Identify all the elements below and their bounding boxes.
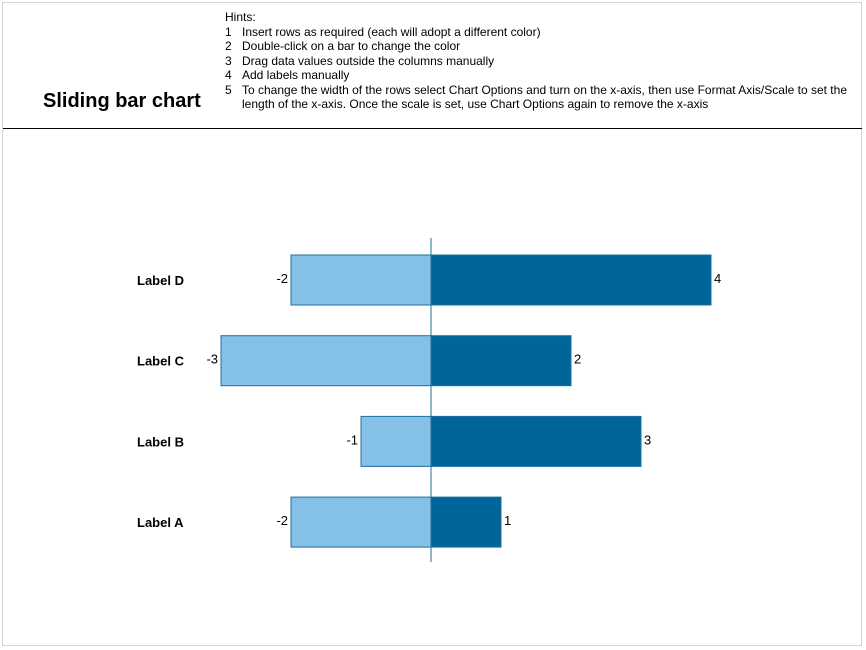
bar-negative <box>360 415 432 467</box>
data-label: 4 <box>714 271 721 286</box>
data-label: 2 <box>574 352 581 367</box>
hint-text: Insert rows as required (each will adopt… <box>242 24 541 39</box>
hint-number: 3 <box>225 53 232 68</box>
hint-text: Drag data values outside the columns man… <box>242 53 495 68</box>
category-label: Label A <box>137 515 184 530</box>
bar-positive <box>430 335 572 387</box>
hint-text: To change the width of the rows select C… <box>242 82 847 112</box>
hint-number: 4 <box>225 68 232 82</box>
hints-heading: Hints: <box>225 10 256 24</box>
hint-number: 2 <box>225 39 232 53</box>
hints-panel: Hints: 1 Insert rows as required (each w… <box>225 10 855 112</box>
hint-item: 5 To change the width of the rows select… <box>225 83 855 112</box>
data-label: 3 <box>644 432 651 447</box>
data-label: -2 <box>276 271 288 286</box>
category-label: Label C <box>137 354 185 369</box>
category-label: Label B <box>137 434 184 449</box>
hint-text: Double-click on a bar to change the colo… <box>242 39 461 53</box>
hint-item: 2 Double-click on a bar to change the co… <box>225 39 855 54</box>
data-label: 1 <box>504 513 511 528</box>
data-label: -1 <box>346 432 358 447</box>
hint-item: 3 Drag data values outside the columns m… <box>225 54 855 69</box>
bar-negative <box>290 496 432 548</box>
category-label: Label D <box>137 273 184 288</box>
bar-negative <box>290 254 432 306</box>
bar-positive <box>430 254 712 306</box>
data-label: -2 <box>276 513 288 528</box>
page-title: Sliding bar chart <box>43 90 201 112</box>
bar-positive <box>430 496 502 548</box>
hint-number: 1 <box>225 24 232 39</box>
hint-text: Add labels manually <box>242 68 350 82</box>
bar-negative <box>220 335 432 387</box>
hint-item: 1 Insert rows as required (each will ado… <box>225 25 855 40</box>
hint-item: 4 Add labels manually <box>225 68 855 83</box>
data-label: -3 <box>206 352 218 367</box>
header-divider <box>3 128 862 129</box>
hint-number: 5 <box>225 82 232 97</box>
bar-positive <box>430 415 642 467</box>
